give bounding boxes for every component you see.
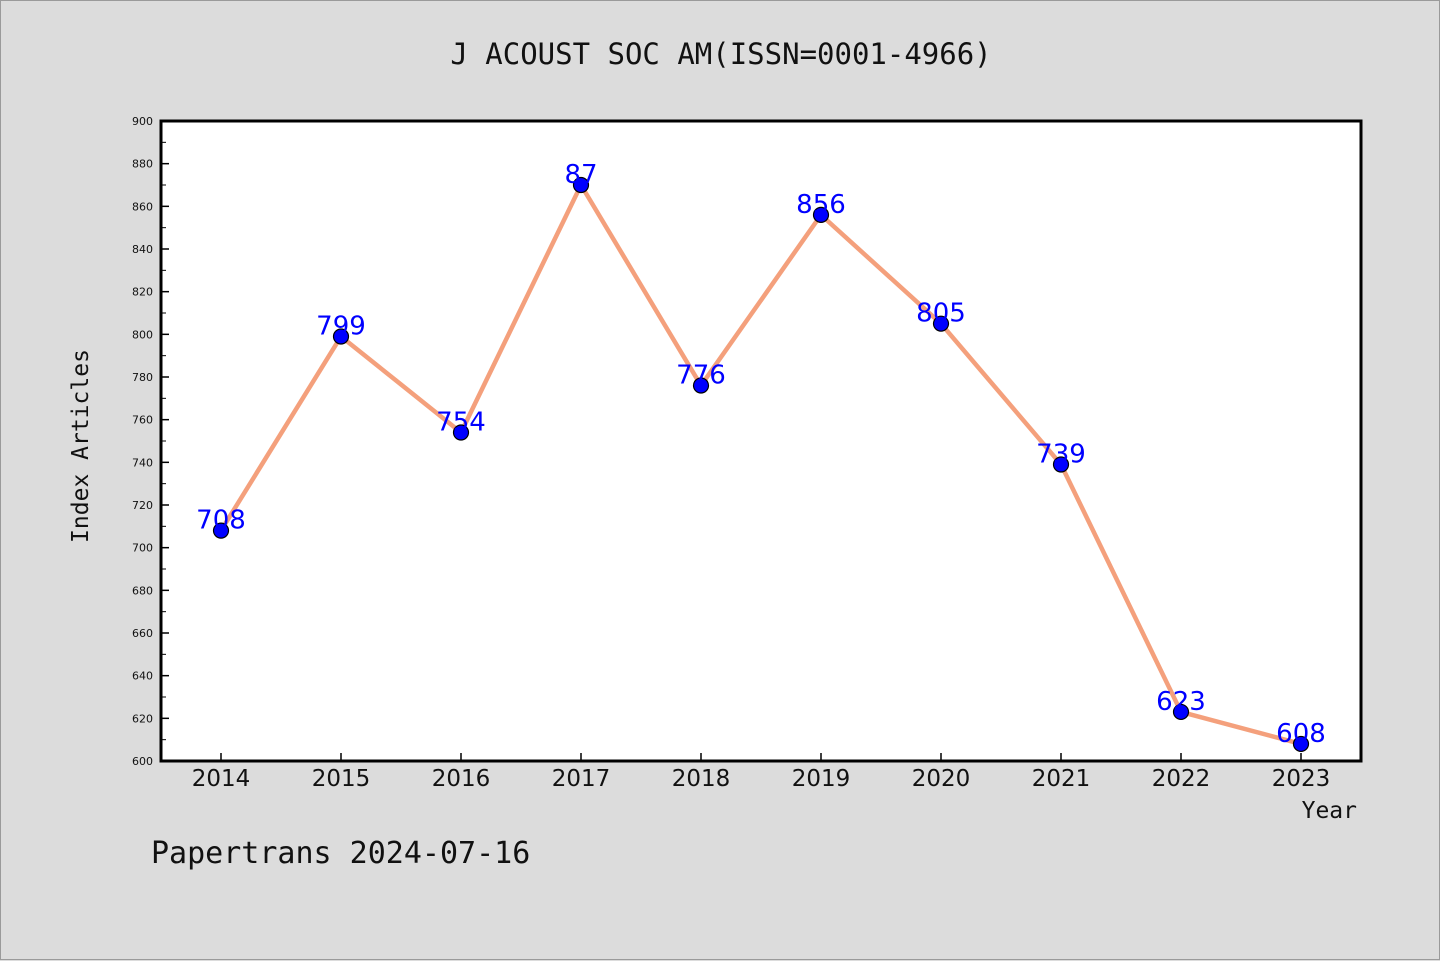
data-label: 799 bbox=[316, 311, 366, 341]
data-point bbox=[1052, 456, 1070, 473]
data-label: 776 bbox=[676, 361, 726, 391]
data-label: 856 bbox=[796, 190, 846, 220]
data-point bbox=[1292, 735, 1310, 753]
data-label: 87 bbox=[564, 160, 597, 190]
y-tick-label: 700 bbox=[132, 542, 153, 555]
data-label: 708 bbox=[196, 506, 246, 536]
data-point bbox=[452, 424, 470, 441]
y-tick-label: 640 bbox=[132, 670, 153, 683]
x-tick-label: 2015 bbox=[312, 766, 371, 792]
y-tick-label: 620 bbox=[132, 712, 153, 725]
series-line bbox=[218, 182, 1304, 747]
y-tick-label: 840 bbox=[132, 243, 153, 256]
x-tick-label: 2021 bbox=[1032, 766, 1091, 792]
x-tick-label: 2016 bbox=[432, 766, 491, 792]
y-tick-label: 800 bbox=[132, 328, 153, 341]
plot-area bbox=[159, 119, 1363, 763]
data-label: 805 bbox=[916, 299, 966, 329]
data-point bbox=[212, 522, 230, 539]
data-point bbox=[332, 328, 350, 345]
y-tick-label: 860 bbox=[132, 200, 153, 213]
footer-credit: Papertrans 2024-07-16 bbox=[151, 836, 531, 871]
y-tick-label: 660 bbox=[132, 627, 153, 640]
x-tick-label: 2014 bbox=[192, 766, 251, 792]
x-tick-label: 2019 bbox=[792, 766, 851, 792]
y-tick-label: 880 bbox=[132, 158, 153, 171]
chart-title: J ACOUST SOC AM(ISSN=0001-4966) bbox=[450, 37, 992, 71]
data-label: 623 bbox=[1156, 687, 1206, 717]
y-tick-label: 820 bbox=[132, 286, 153, 299]
data-point bbox=[572, 176, 590, 194]
x-tick-label: 2017 bbox=[552, 766, 611, 792]
y-tick-label: 780 bbox=[132, 371, 153, 384]
x-tick-label: 2023 bbox=[1272, 766, 1331, 792]
y-tick-label: 600 bbox=[132, 755, 153, 768]
data-label: 754 bbox=[436, 407, 486, 437]
data-point bbox=[692, 377, 710, 394]
y-tick-label: 740 bbox=[132, 456, 153, 469]
y-tick-label: 680 bbox=[132, 584, 153, 597]
x-tick-label: 2018 bbox=[672, 766, 731, 792]
x-tick-label: 2020 bbox=[912, 766, 971, 792]
data-point bbox=[932, 315, 950, 332]
y-tick-label: 760 bbox=[132, 414, 153, 427]
data-point bbox=[1172, 703, 1190, 721]
data-label: 739 bbox=[1036, 439, 1086, 469]
x-tick-label: 2022 bbox=[1152, 766, 1211, 792]
y-tick-label: 900 bbox=[132, 115, 153, 128]
data-point bbox=[812, 206, 830, 223]
y-tick-label: 720 bbox=[132, 499, 153, 512]
x-axis-label: Year bbox=[1301, 798, 1357, 824]
data-label: 608 bbox=[1276, 719, 1326, 749]
